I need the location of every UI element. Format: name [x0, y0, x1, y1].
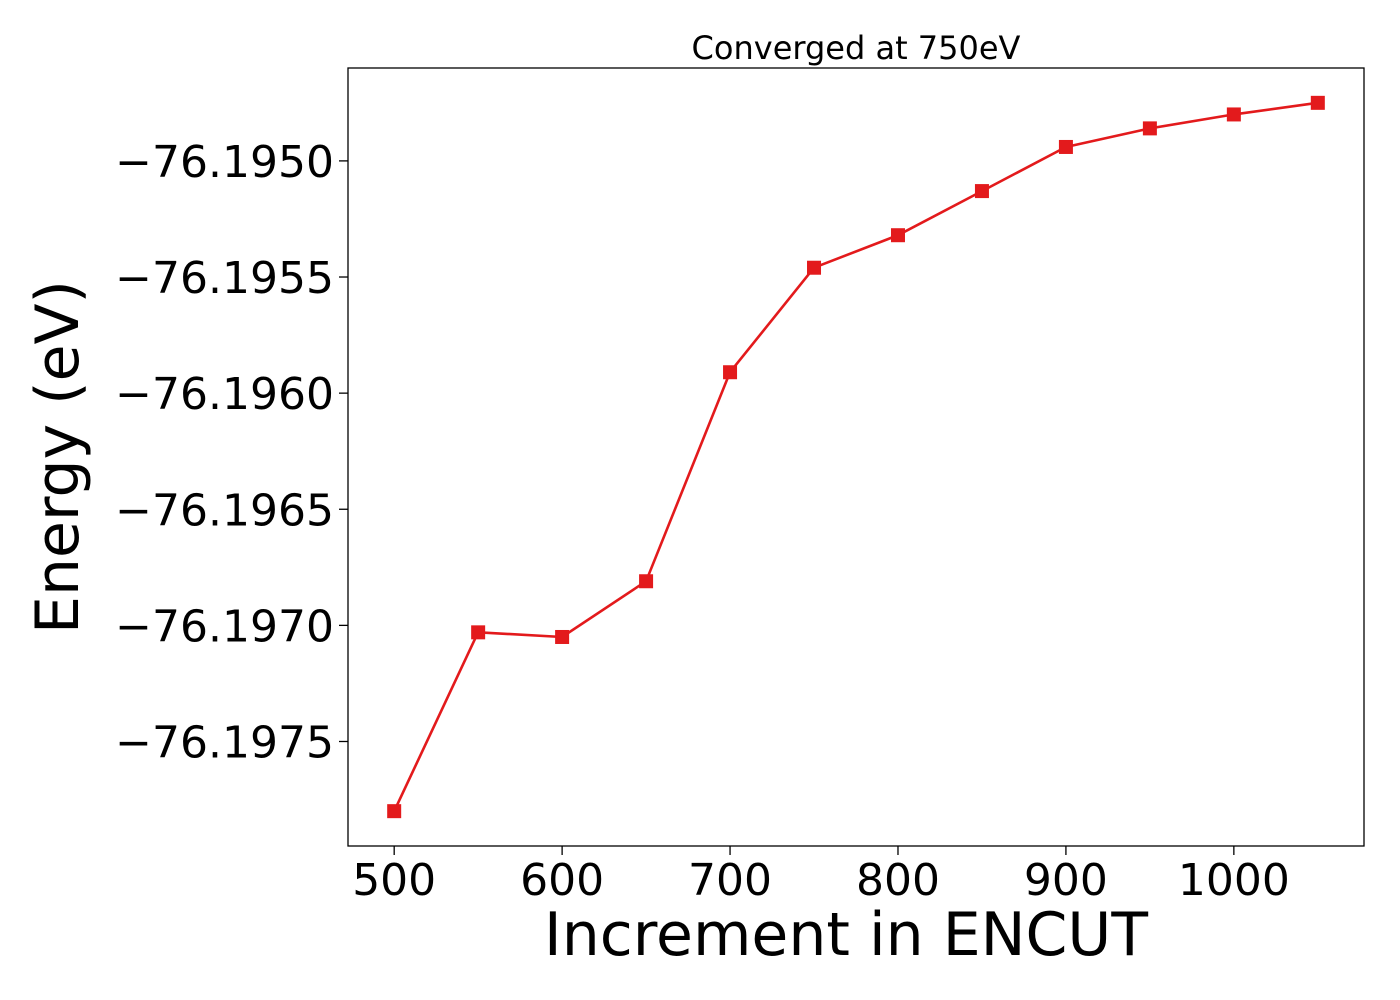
data-point-marker — [1142, 121, 1157, 136]
x-axis-ticks: 500 600 700 800 900 1000 — [352, 846, 1290, 906]
data-point-marker — [555, 629, 570, 644]
data-point-marker — [807, 260, 822, 275]
x-tick-label: 500 — [352, 855, 436, 906]
x-axis-title: Increment in ENCUT — [544, 900, 1148, 970]
y-tick-label: −76.1975 — [115, 717, 334, 768]
x-tick-label: 600 — [520, 855, 604, 906]
data-point-marker — [890, 228, 905, 243]
data-point-marker — [1058, 139, 1073, 154]
x-tick-label: 900 — [1024, 855, 1108, 906]
plot-border — [347, 67, 1365, 847]
data-point-marker — [974, 184, 989, 199]
data-point-marker — [471, 625, 486, 640]
series-layer — [387, 95, 1325, 819]
y-tick-label: −76.1960 — [115, 369, 334, 420]
y-tick-label: −76.1955 — [115, 253, 334, 304]
y-tick-label: −76.1965 — [115, 485, 334, 536]
data-point-marker — [1226, 107, 1241, 122]
data-point-marker — [1310, 95, 1325, 110]
y-axis-ticks: −76.1975 −76.1970 −76.1965 −76.1960 −76.1955… — [115, 137, 348, 768]
data-point-marker — [723, 365, 738, 380]
x-tick-label: 700 — [688, 855, 772, 906]
x-tick-label: 800 — [856, 855, 940, 906]
y-axis-title: Energy (eV) — [23, 280, 93, 634]
chart-title: Converged at 750eV — [692, 29, 1021, 67]
data-point-marker — [387, 804, 402, 819]
data-point-marker — [639, 574, 654, 589]
y-tick-label: −76.1950 — [115, 137, 334, 188]
series-line — [393, 101, 1318, 812]
y-tick-label: −76.1970 — [115, 601, 334, 652]
plot-frame — [347, 67, 1365, 847]
x-tick-label: 1000 — [1178, 855, 1290, 906]
